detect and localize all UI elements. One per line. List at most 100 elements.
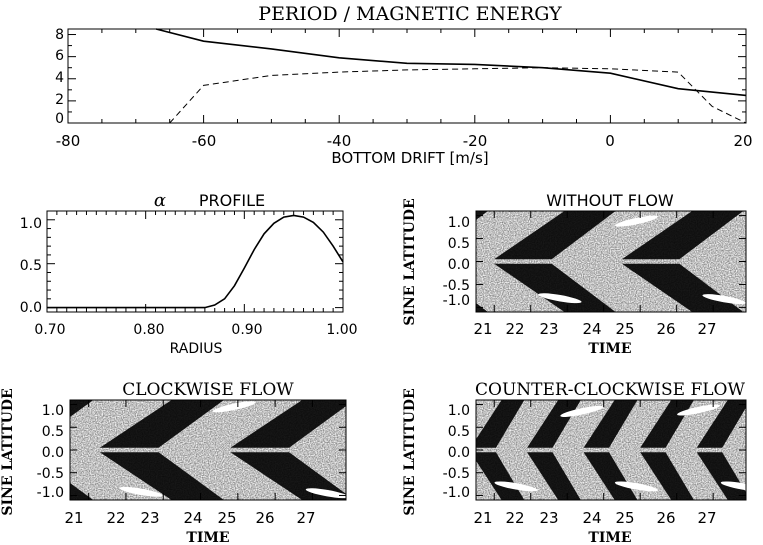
counter-ytick-label: 0.5: [448, 424, 470, 440]
period-ytick-label: 0: [55, 111, 64, 127]
without-ytick-label: -0.5: [443, 278, 470, 294]
bright-spot: [702, 294, 746, 305]
without-flow-y-tick-labels: 1.0 0.5 0.0 -0.5 -1.0: [443, 215, 470, 309]
clockwise-flow-ylabel: SINE LATITUDE: [0, 388, 16, 515]
clockwise-flow-chart: CLOCKWISE FLOW 1.0 0.5 0.0 -0.5 -1.0 21 …: [0, 380, 347, 545]
alpha-x-tick-labels: 0.70 0.80 0.90 1.00: [34, 322, 357, 338]
without-flow-ylabel: SINE LATITUDE: [402, 198, 418, 325]
alpha-title-symbol: α: [154, 190, 166, 211]
dark-band-north: [111, 211, 232, 259]
without-flow-xlabel: TIME: [588, 341, 631, 357]
period-series-period: [155, 28, 747, 97]
counter-flow-y-tick-labels: 1.0 0.5 0.0 -0.5 -1.0: [443, 403, 470, 501]
clockwise-ytick-label: 0.5: [42, 424, 64, 440]
clockwise-flow-frame: [69, 399, 347, 501]
heatmap-ticks: [70, 400, 346, 500]
counter-flow-chart: COUNTER-CLOCKWISE FLOW 1.0 0.5 0.0 -0.5 …: [402, 380, 763, 545]
bright-spot: [560, 405, 604, 417]
alpha-chart: α PROFILE 0.0 0.5 1.0 0.70 0.80 0.90 1.0…: [20, 190, 358, 357]
period-series-magnetic-energy: [169, 67, 747, 124]
alpha-xtick-label: 0.90: [231, 322, 262, 338]
dark-band-south: [753, 452, 763, 500]
without-ytick-label: 0.0: [448, 257, 470, 273]
clockwise-xtick-label: 24: [183, 509, 202, 527]
period-xtick-label: -40: [327, 132, 352, 150]
alpha-xtick-label: 0.80: [133, 322, 164, 338]
counter-ytick-label: -0.5: [443, 466, 470, 482]
clockwise-xtick-label: 22: [106, 509, 125, 527]
without-xtick-label: 23: [539, 320, 558, 338]
period-chart: PERIOD / MAGNETIC ENERGY -80 -60 -40 -20…: [55, 3, 752, 167]
clockwise-xtick-label: 23: [140, 509, 159, 527]
dark-band-north: [753, 400, 763, 448]
without-flow-x-tick-labels: 21 22 23 24 25 26 27: [473, 320, 716, 338]
counter-xtick-label: 24: [582, 509, 601, 527]
dark-band-north: [239, 211, 360, 259]
heatmap-grain: [70, 400, 346, 500]
dark-band-north: [750, 211, 763, 259]
clockwise-flow-xlabel: TIME: [186, 530, 229, 545]
counter-ytick-label: -1.0: [443, 485, 470, 501]
bright-spot: [305, 488, 346, 499]
alpha-ytick-label: 0.5: [20, 258, 42, 274]
period-series: [155, 28, 747, 124]
period-xtick-label: 20: [733, 132, 752, 150]
without-flow-title: WITHOUT FLOW: [546, 191, 674, 210]
dark-band-south: [239, 264, 360, 312]
heatmap-ticks: [476, 400, 746, 500]
counter-xtick-label: 22: [505, 509, 524, 527]
without-xtick-label: 26: [656, 320, 675, 338]
counter-xtick-label: 23: [539, 509, 558, 527]
heatmap-content: [70, 400, 346, 500]
counter-xtick-label: 26: [656, 509, 675, 527]
without-flow-frame: [475, 210, 747, 313]
alpha-series: [47, 214, 344, 309]
period-ytick-label: 8: [55, 27, 64, 43]
heatmap-grain: [476, 211, 746, 312]
without-flow-chart: WITHOUT FLOW 1.0 0.5 0.0 -0.5 -1.0 21 22…: [111, 191, 763, 357]
counter-xtick-label: 21: [473, 509, 492, 527]
clockwise-flow-y-tick-labels: 1.0 0.5 0.0 -0.5 -1.0: [37, 403, 64, 501]
without-ytick-label: 1.0: [448, 215, 470, 231]
clockwise-flow-map: [70, 400, 346, 500]
period-xtick-label: -20: [463, 132, 488, 150]
dark-band-south: [750, 264, 763, 312]
clockwise-ytick-label: 0.0: [42, 445, 64, 461]
clockwise-flow-x-tick-labels: 21 22 23 24 25 26 27: [64, 509, 315, 527]
bright-spot: [677, 404, 721, 416]
alpha-y-tick-labels: 0.0 0.5 1.0: [20, 216, 42, 316]
period-xtick-label: -80: [56, 132, 81, 150]
alpha-ticks: [46, 211, 344, 312]
bright-spot: [614, 215, 659, 227]
clockwise-xtick-label: 26: [255, 509, 274, 527]
counter-ytick-label: 0.0: [448, 445, 470, 461]
bright-spot: [119, 486, 163, 497]
counter-flow-frame: [475, 399, 747, 501]
period-xtick-label: 0: [605, 132, 615, 150]
counter-xtick-label: 27: [697, 509, 716, 527]
clockwise-xtick-label: 25: [217, 509, 236, 527]
counter-xtick-label: 25: [615, 509, 634, 527]
bright-spot: [538, 293, 582, 304]
clockwise-ytick-label: 1.0: [42, 403, 64, 419]
without-flow-map: [111, 211, 763, 312]
without-ytick-label: -1.0: [443, 293, 470, 309]
without-xtick-label: 27: [697, 320, 716, 338]
clockwise-xtick-label: 27: [296, 509, 315, 527]
alpha-xtick-label: 0.70: [34, 322, 65, 338]
counter-ytick-label: 1.0: [448, 403, 470, 419]
alpha-curve: [47, 214, 344, 309]
alpha-xlabel: RADIUS: [170, 341, 223, 357]
period-y-tick-labels: 0 2 4 6 8: [55, 27, 64, 127]
period-xtick-label: -60: [192, 132, 217, 150]
period-ticks: [67, 29, 747, 124]
counter-flow-xlabel: TIME: [588, 530, 631, 545]
period-ytick-label: 4: [55, 70, 64, 86]
without-xtick-label: 24: [582, 320, 601, 338]
alpha-plot-frame: [46, 210, 344, 313]
heatmap-ticks: [476, 211, 746, 312]
heatmap-content: [476, 400, 763, 500]
counter-flow-ylabel: SINE LATITUDE: [402, 388, 418, 515]
heatmap-grain: [476, 400, 746, 500]
